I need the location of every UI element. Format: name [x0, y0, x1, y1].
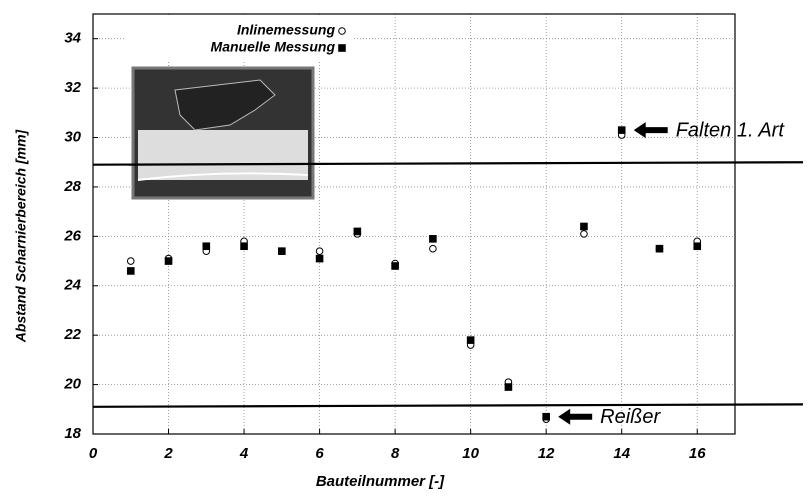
reference-line [92, 403, 804, 408]
plot-frame [92, 13, 736, 435]
y-tick-label: 34 [64, 30, 81, 47]
square-point [617, 126, 626, 134]
inset-photo [131, 66, 315, 200]
square-point [391, 262, 399, 270]
square-point [429, 235, 437, 243]
annotation-arrow [558, 408, 593, 425]
square-point [164, 257, 173, 265]
x-tick-label: 2 [163, 445, 173, 462]
reference-line [92, 161, 804, 166]
x-tick-label: 16 [689, 445, 706, 462]
square-point [240, 242, 248, 251]
square-point [338, 44, 346, 52]
square-point [353, 227, 362, 236]
x-tick-label: 12 [538, 445, 555, 462]
circle-point [126, 257, 135, 265]
x-axis-label: Bauteilnummer [-] [316, 473, 445, 490]
square-point [504, 383, 513, 391]
x-tick-label: 4 [239, 445, 249, 462]
square-point [542, 412, 550, 421]
circle-point [580, 230, 588, 238]
square-point [202, 242, 211, 251]
square-point [315, 254, 324, 263]
square-point [655, 244, 664, 253]
y-tick-label: 20 [63, 376, 81, 393]
y-tick-label: 30 [64, 128, 81, 145]
square-point [580, 222, 588, 231]
annotation-arrow [633, 122, 668, 139]
x-tick-label: 14 [613, 445, 630, 462]
legend-label: Manuelle Messung [211, 39, 336, 55]
square-point [126, 267, 135, 275]
x-tick-label: 0 [89, 445, 98, 462]
circle-point [429, 244, 437, 253]
y-axis-label: Abstand Scharnierbereich [mm] [13, 128, 29, 343]
x-tick-label: 6 [315, 445, 324, 462]
annotation: Falten 1. Art [676, 119, 786, 141]
x-tick-label: 8 [391, 445, 400, 462]
x-tick-label: 10 [462, 445, 479, 462]
square-point [693, 242, 702, 251]
y-tick-label: 26 [63, 227, 81, 244]
square-point [466, 336, 475, 344]
legend-label: Inlinemessung [237, 22, 335, 38]
square-point [278, 247, 286, 255]
annotation: Reißer [600, 406, 661, 428]
circle-point [315, 247, 324, 255]
y-tick-label: 24 [63, 277, 81, 294]
circle-point [338, 27, 346, 35]
y-tick-label: 28 [63, 178, 81, 195]
y-tick-label: 22 [63, 326, 81, 343]
y-tick-label: 18 [64, 425, 81, 442]
legend-background [126, 16, 352, 62]
y-tick-label: 32 [64, 79, 81, 96]
